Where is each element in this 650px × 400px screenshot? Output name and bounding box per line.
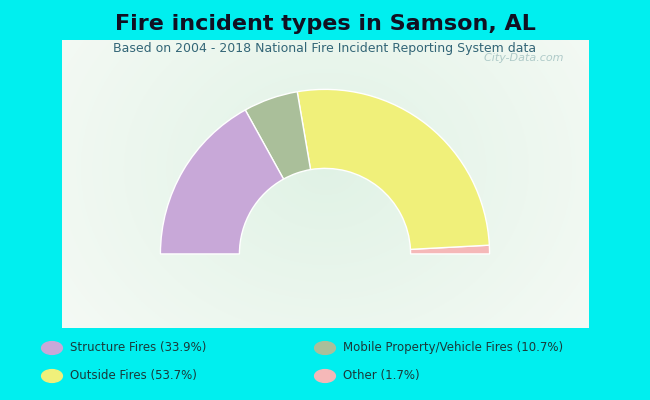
Text: Mobile Property/Vehicle Fires (10.7%): Mobile Property/Vehicle Fires (10.7%) <box>343 342 564 354</box>
Wedge shape <box>245 92 311 179</box>
Text: Based on 2004 - 2018 National Fire Incident Reporting System data: Based on 2004 - 2018 National Fire Incid… <box>114 42 536 55</box>
Text: Structure Fires (33.9%): Structure Fires (33.9%) <box>70 342 207 354</box>
Wedge shape <box>297 89 489 249</box>
Text: Other (1.7%): Other (1.7%) <box>343 370 420 382</box>
Wedge shape <box>410 245 489 254</box>
Wedge shape <box>161 110 283 254</box>
Text: City-Data.com: City-Data.com <box>477 53 564 63</box>
Text: Fire incident types in Samson, AL: Fire incident types in Samson, AL <box>114 14 536 34</box>
Text: Outside Fires (53.7%): Outside Fires (53.7%) <box>70 370 197 382</box>
